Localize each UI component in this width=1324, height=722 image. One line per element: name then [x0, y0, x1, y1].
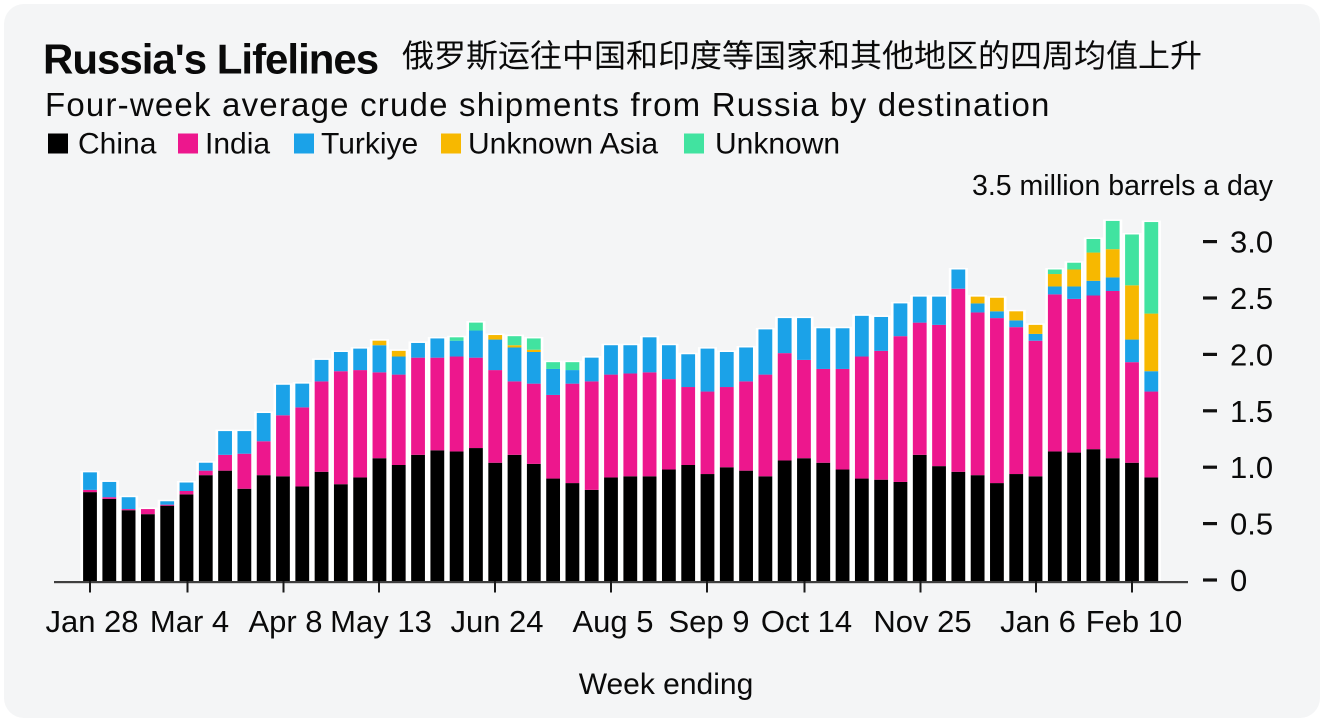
- svg-text:Feb 10: Feb 10: [1086, 604, 1183, 639]
- svg-text:1.0: 1.0: [1230, 450, 1273, 485]
- svg-text:3.0: 3.0: [1230, 225, 1273, 260]
- svg-text:China: China: [78, 128, 157, 161]
- svg-text:May 13: May 13: [330, 604, 432, 639]
- svg-text:Russia's Lifelines: Russia's Lifelines: [43, 36, 378, 83]
- svg-text:Jan 6: Jan 6: [1000, 604, 1076, 639]
- svg-text:Four-week average crude shipme: Four-week average crude shipments from R…: [45, 86, 1051, 123]
- svg-text:0: 0: [1230, 563, 1247, 598]
- svg-text:2.0: 2.0: [1230, 337, 1273, 372]
- svg-text:2.5: 2.5: [1230, 281, 1273, 316]
- svg-text:Apr 8: Apr 8: [248, 604, 322, 639]
- svg-text:Mar 4: Mar 4: [150, 604, 229, 639]
- svg-text:Week ending: Week ending: [579, 668, 754, 701]
- svg-text:0.5: 0.5: [1230, 507, 1273, 542]
- svg-text:Turkiye: Turkiye: [321, 128, 418, 161]
- svg-text:Nov 25: Nov 25: [873, 604, 971, 639]
- svg-text:Oct 14: Oct 14: [761, 604, 852, 639]
- svg-text:3.5 million barrels a day: 3.5 million barrels a day: [972, 170, 1274, 202]
- svg-text:Jun 24: Jun 24: [450, 604, 543, 639]
- svg-text:1.5: 1.5: [1230, 394, 1273, 429]
- svg-text:India: India: [205, 128, 270, 161]
- svg-text:Jan 28: Jan 28: [45, 604, 138, 639]
- svg-text:Aug 5: Aug 5: [572, 604, 653, 639]
- svg-text:Unknown: Unknown: [715, 128, 840, 161]
- svg-text:Sep 9: Sep 9: [668, 604, 749, 639]
- svg-text:Unknown Asia: Unknown Asia: [468, 128, 658, 161]
